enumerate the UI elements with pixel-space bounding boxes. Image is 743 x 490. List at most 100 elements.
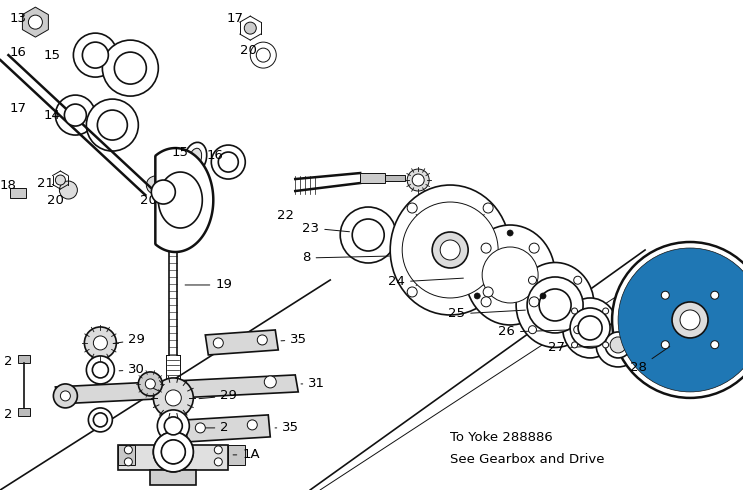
Circle shape (146, 379, 155, 389)
Circle shape (483, 203, 493, 213)
Circle shape (124, 458, 132, 466)
Circle shape (529, 243, 539, 253)
Circle shape (97, 110, 127, 140)
Ellipse shape (189, 148, 201, 168)
Circle shape (59, 181, 77, 199)
Circle shape (74, 33, 117, 77)
Circle shape (661, 341, 669, 349)
Circle shape (603, 342, 609, 348)
Text: 18: 18 (0, 178, 17, 192)
Text: 35: 35 (275, 421, 299, 435)
Circle shape (195, 423, 205, 433)
Circle shape (153, 432, 193, 472)
Text: 2: 2 (4, 355, 13, 368)
Circle shape (53, 384, 77, 408)
Circle shape (340, 207, 396, 263)
Circle shape (481, 297, 491, 307)
Circle shape (166, 390, 181, 406)
Text: 16: 16 (207, 148, 224, 162)
Circle shape (92, 362, 108, 378)
Polygon shape (185, 415, 270, 442)
Circle shape (114, 52, 146, 84)
Circle shape (257, 335, 267, 345)
Circle shape (352, 219, 384, 251)
Circle shape (481, 243, 491, 253)
Circle shape (65, 104, 86, 126)
Circle shape (605, 332, 631, 358)
Text: 13: 13 (10, 12, 27, 24)
Ellipse shape (390, 185, 510, 315)
Circle shape (618, 248, 743, 392)
Circle shape (529, 297, 539, 307)
Circle shape (711, 341, 718, 349)
Circle shape (138, 372, 162, 396)
Bar (19, 408, 30, 416)
Circle shape (247, 420, 257, 430)
Circle shape (250, 42, 276, 68)
Circle shape (152, 180, 175, 204)
Text: 14: 14 (44, 109, 61, 122)
Text: 25: 25 (448, 307, 525, 320)
Circle shape (570, 308, 610, 348)
Text: 15: 15 (44, 49, 61, 62)
Circle shape (213, 338, 224, 348)
Circle shape (146, 176, 164, 194)
Circle shape (610, 337, 626, 353)
Circle shape (612, 242, 743, 398)
Text: 2: 2 (4, 408, 13, 421)
Polygon shape (158, 172, 202, 228)
Polygon shape (205, 330, 279, 355)
Bar (19, 355, 30, 363)
Circle shape (539, 289, 571, 321)
Circle shape (711, 291, 718, 299)
Circle shape (432, 232, 468, 268)
Circle shape (407, 203, 417, 213)
Text: 29: 29 (113, 334, 145, 346)
Circle shape (85, 327, 117, 359)
Circle shape (88, 408, 112, 432)
Text: To Yoke 288886: To Yoke 288886 (450, 431, 553, 444)
Text: 1A: 1A (233, 448, 260, 462)
Bar (10, 188, 27, 198)
Ellipse shape (184, 142, 207, 174)
Circle shape (244, 22, 256, 34)
Circle shape (358, 225, 378, 245)
Circle shape (412, 174, 424, 186)
Circle shape (161, 440, 185, 464)
Circle shape (507, 230, 513, 236)
Text: 30: 30 (119, 364, 145, 376)
Circle shape (596, 323, 640, 367)
Polygon shape (22, 7, 48, 37)
Ellipse shape (562, 298, 617, 358)
Polygon shape (155, 148, 213, 252)
Text: 29: 29 (199, 390, 237, 402)
Text: 23: 23 (302, 221, 349, 235)
Text: 17: 17 (227, 12, 244, 24)
Circle shape (574, 276, 582, 284)
Circle shape (407, 169, 429, 191)
Circle shape (540, 293, 546, 299)
Ellipse shape (465, 225, 555, 325)
Circle shape (94, 413, 107, 427)
Text: 20: 20 (140, 194, 157, 206)
Circle shape (578, 316, 602, 340)
Circle shape (574, 326, 582, 334)
Circle shape (672, 302, 708, 338)
Text: 2: 2 (196, 421, 229, 435)
Circle shape (265, 376, 276, 388)
Circle shape (571, 308, 577, 314)
Circle shape (94, 336, 107, 350)
Ellipse shape (516, 263, 594, 347)
Circle shape (218, 152, 239, 172)
Circle shape (153, 432, 193, 472)
Text: 35: 35 (281, 334, 308, 346)
Circle shape (635, 265, 743, 375)
Circle shape (680, 310, 700, 330)
Circle shape (103, 40, 158, 96)
Circle shape (256, 48, 270, 62)
Text: 20: 20 (240, 44, 257, 57)
Circle shape (56, 95, 95, 135)
Circle shape (603, 308, 609, 314)
Circle shape (153, 378, 193, 418)
Text: See Gearbox and Drive: See Gearbox and Drive (450, 453, 605, 466)
